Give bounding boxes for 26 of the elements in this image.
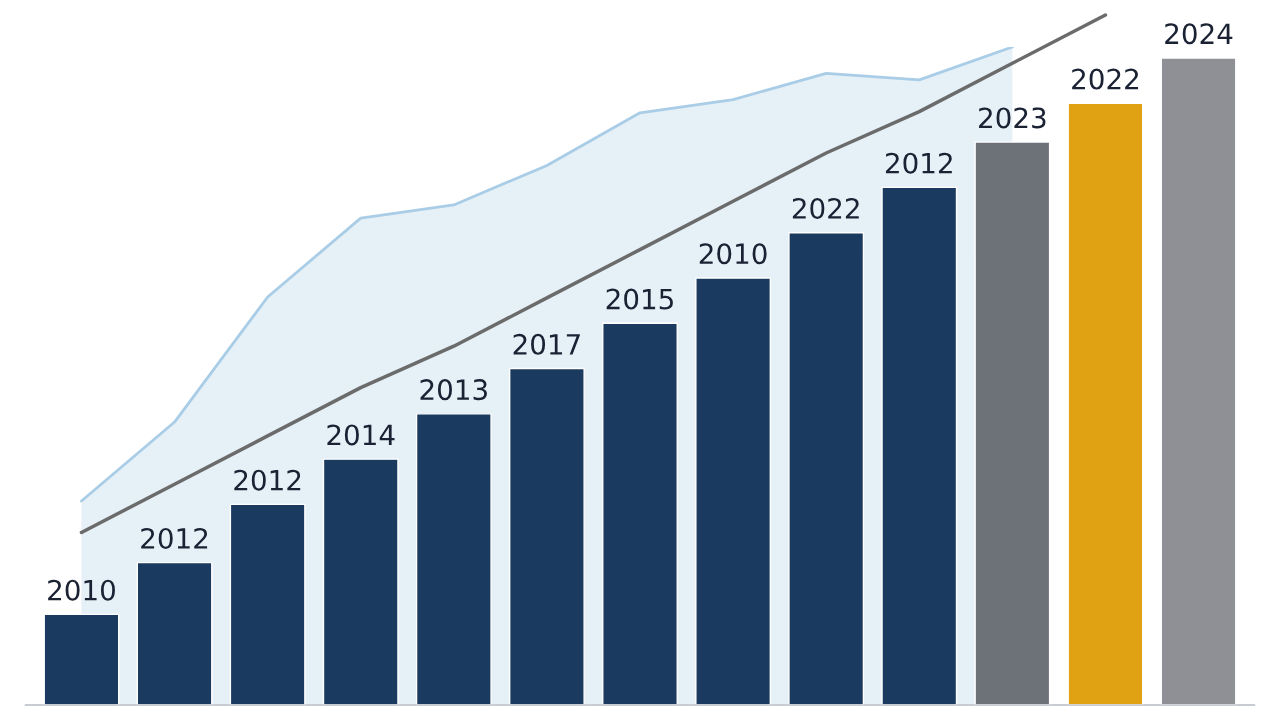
bar (415, 413, 492, 705)
annotation: 2023 (979, 107, 1046, 129)
bar (1067, 102, 1144, 705)
bar (43, 613, 120, 705)
annotation: 2022 (1072, 68, 1139, 90)
annotation: 2012 (885, 152, 952, 174)
bar (229, 503, 306, 705)
bar (602, 322, 678, 705)
annotation: 2014 (327, 424, 395, 446)
annotation: 2012 (141, 527, 208, 549)
annotation: 2013 (420, 379, 487, 401)
bar (322, 458, 399, 705)
text: 2024 (1165, 23, 1233, 45)
annotation: 2012 (234, 469, 301, 491)
annotation: 2015 (606, 288, 673, 310)
bar (881, 186, 958, 705)
bar (508, 367, 585, 705)
bar (1160, 58, 1237, 705)
annotation: 2010 (699, 243, 767, 265)
bar (695, 277, 772, 705)
annotation: 2010 (48, 579, 115, 601)
bar (136, 561, 213, 705)
bar (974, 141, 1051, 705)
annotation: 2022 (792, 197, 859, 219)
annotation: 2017 (513, 333, 580, 355)
bar (788, 231, 865, 705)
